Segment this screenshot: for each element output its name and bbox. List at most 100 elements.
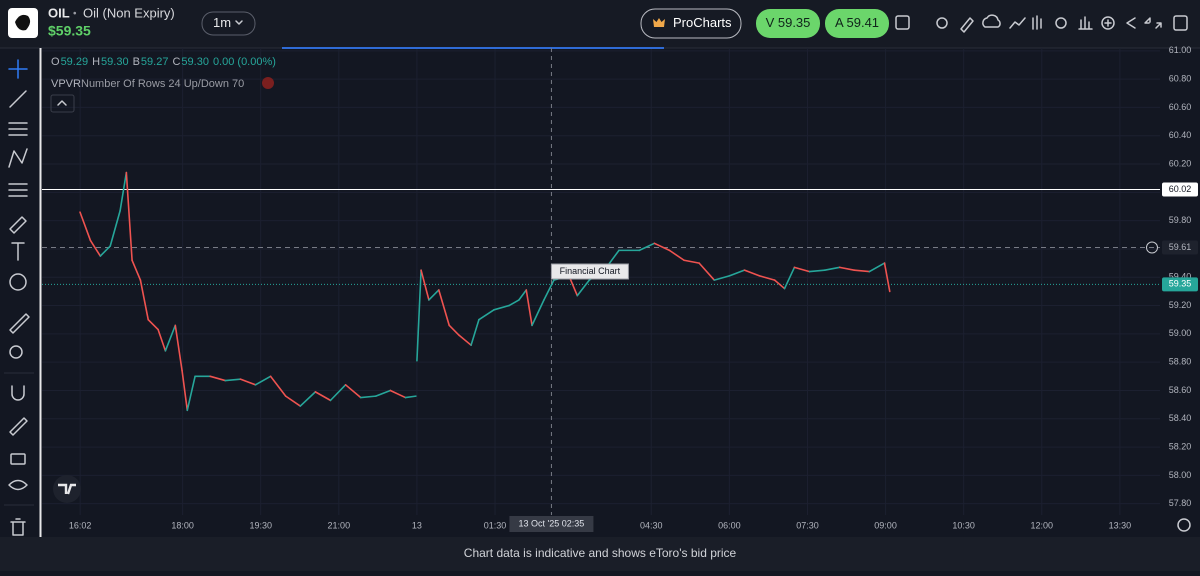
icon-compare[interactable]: [895, 15, 910, 30]
price-segment: [174, 324, 183, 372]
crosshair-tag: [509, 516, 594, 532]
price-segment: [698, 262, 716, 281]
axes: 57.80 58.00 58.20 58.40 58.60 58.80 59.00 59.20…: [69, 45, 1198, 532]
y-tick-label: 59.00: [1169, 328, 1192, 338]
icon-panel[interactable]: [1173, 15, 1188, 31]
price-segment: [518, 289, 528, 301]
price-segment: [157, 328, 167, 352]
add-alert-button[interactable]: [1146, 241, 1158, 254]
price-line-label: 59.61: [1169, 242, 1192, 252]
procharts-button[interactable]: [640, 8, 742, 39]
tool-trendline[interactable]: [9, 90, 27, 108]
legend: O 59.29 H 59.30 B 59.27 C 59.30 0.00 (0.00%): [51, 56, 276, 68]
sell-button[interactable]: [756, 9, 820, 38]
icon-line[interactable]: [1009, 17, 1026, 29]
tool-lock-draw[interactable]: [9, 417, 28, 436]
price-segment: [543, 279, 555, 301]
price: $59.35: [48, 23, 91, 39]
x-tick-label: 01:30: [484, 520, 507, 530]
icon-collapse[interactable]: [1144, 17, 1162, 29]
icon-add[interactable]: [1101, 16, 1115, 30]
collapse-icon[interactable]: [57, 100, 67, 106]
buy-price[interactable]: A 59.41: [835, 15, 879, 30]
price-segment: [838, 266, 856, 271]
x-tick-label: 13: [412, 520, 422, 530]
icon-draw[interactable]: [960, 17, 974, 33]
tool-crosshair[interactable]: [8, 59, 28, 79]
interval[interactable]: 1m: [213, 15, 231, 30]
price-segment: [683, 259, 700, 264]
price-segment: [269, 375, 287, 397]
price-segment: [239, 378, 257, 386]
tool-emoji[interactable]: [9, 273, 27, 291]
icon-alert[interactable]: [936, 17, 948, 29]
icon-bars[interactable]: [1078, 16, 1093, 30]
price-segment: [758, 275, 776, 281]
price-segment: [119, 171, 128, 212]
x-tick-label: 09:00: [874, 520, 897, 530]
price-segment: [531, 299, 545, 327]
tool-pattern[interactable]: [8, 148, 28, 168]
tool-brush[interactable]: [9, 216, 27, 234]
price-segment: [428, 289, 440, 301]
buy-button[interactable]: [825, 9, 889, 38]
y-tick-label: 58.20: [1169, 441, 1192, 451]
tooltip-box: [550, 263, 629, 280]
x-tick-label: 04:30: [640, 520, 663, 530]
procharts-label[interactable]: ProCharts: [673, 15, 732, 30]
tool-zoom[interactable]: [9, 345, 23, 359]
price-segment: [181, 369, 189, 412]
y-tick-label: 60.40: [1169, 130, 1192, 140]
icon-cloud[interactable]: [982, 14, 1001, 28]
price-line-label: 59.35: [1169, 279, 1192, 289]
tool-delete[interactable]: [10, 518, 26, 536]
price-segment: [186, 375, 196, 412]
tool-ruler[interactable]: [9, 313, 30, 334]
separator: •: [73, 9, 77, 20]
sell-price[interactable]: V 59.35: [766, 15, 811, 30]
axis-settings[interactable]: [1177, 518, 1191, 532]
logo-mark: [15, 14, 31, 31]
price-segment: [79, 211, 92, 242]
icon-add-plus[interactable]: [1104, 19, 1112, 27]
price-segment: [478, 309, 495, 321]
x-tick-label: 21:00: [328, 520, 351, 530]
tool-lock[interactable]: [10, 453, 26, 465]
y-tick-label: 57.80: [1169, 498, 1192, 508]
price-segment: [254, 375, 272, 386]
x-tick-label: 13:30: [1109, 520, 1132, 530]
ohlc-change: 0.00 (0.00%): [213, 56, 276, 68]
y-tick-label: 58.40: [1169, 413, 1192, 423]
tool-fib[interactable]: [8, 183, 28, 197]
tool-magnet[interactable]: [11, 385, 25, 401]
indicator-warning[interactable]: [262, 77, 274, 89]
icon-share[interactable]: [1126, 17, 1136, 29]
symbol: OIL: [48, 5, 70, 20]
price-segment: [773, 279, 786, 290]
collapse-legend-button[interactable]: [50, 94, 75, 113]
icon-candles[interactable]: [1032, 15, 1042, 30]
price-segment: [728, 269, 746, 277]
tool-lines[interactable]: [8, 122, 28, 136]
x-tick-label: 06:00: [718, 520, 741, 530]
price-segment: [224, 378, 242, 382]
x-tick-label: 10:30: [952, 520, 975, 530]
icon-settings[interactable]: [1055, 17, 1067, 29]
price-segment: [404, 395, 417, 399]
plot: Financial Chart: [42, 48, 1160, 515]
tool-visibility[interactable]: [8, 479, 28, 491]
crown-icon[interactable]: [653, 18, 665, 27]
price-segment: [793, 266, 811, 273]
indicator-name: VPVR: [51, 78, 81, 90]
interval-button[interactable]: [201, 11, 256, 36]
price-segment: [743, 269, 761, 277]
dropdown-icon[interactable]: [235, 20, 243, 25]
header-toolbar: [895, 14, 1188, 33]
tool-text[interactable]: [11, 242, 25, 261]
y-tick-label: 58.60: [1169, 385, 1192, 395]
tradingview-mark[interactable]: [58, 483, 76, 495]
price-segment: [131, 259, 142, 281]
y-tick-label: 58.00: [1169, 470, 1192, 480]
price-segment: [284, 395, 302, 407]
price-segment: [416, 269, 422, 362]
